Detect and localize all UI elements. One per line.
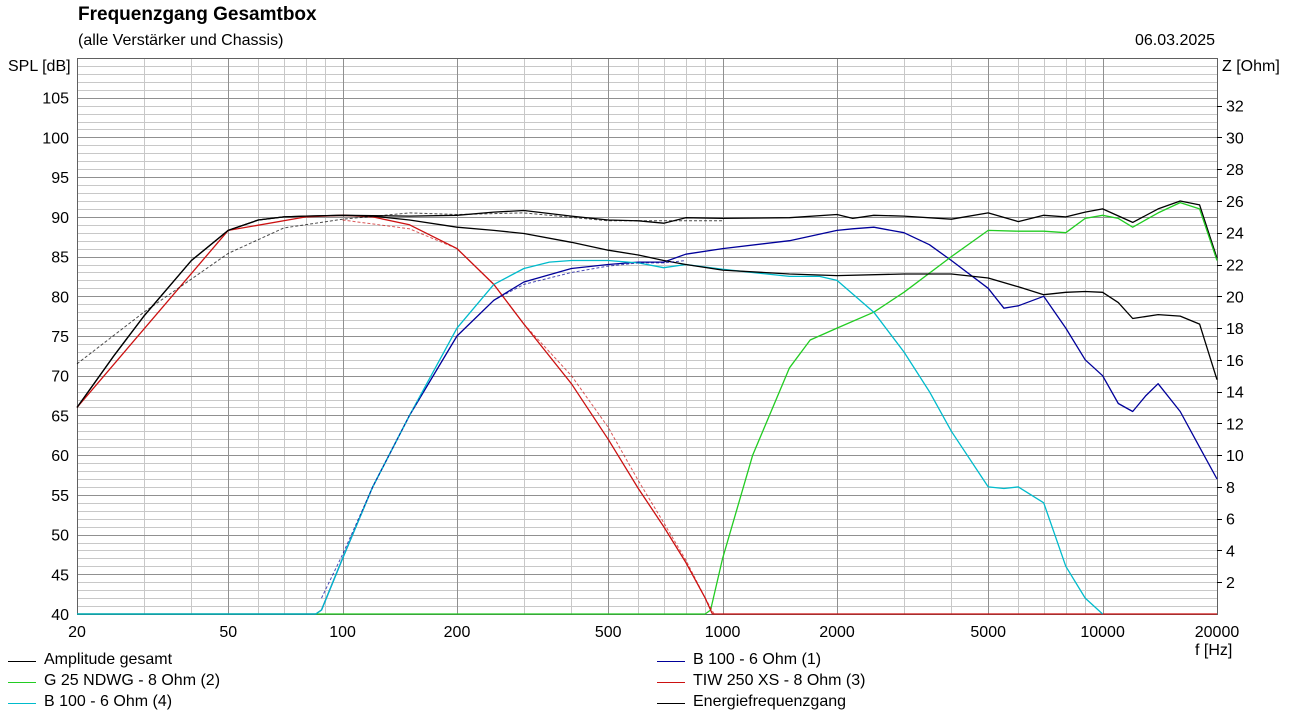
y2-axis-label: Z [Ohm] [1222, 58, 1280, 75]
series-line-3 [77, 201, 1218, 615]
x-tick-label: 50 [219, 624, 237, 641]
x-axis-label: f [Hz] [1195, 642, 1233, 659]
legend-label: Energiefrequenzgang [693, 693, 847, 710]
y2-tick-label: 24 [1226, 226, 1244, 243]
legend-swatch [657, 682, 685, 683]
y2-tick-label: 6 [1226, 512, 1235, 529]
x-tick-label: 200 [444, 624, 471, 641]
legend-label: G 25 NDWG - 8 Ohm (2) [44, 672, 221, 689]
y-tick-label: 60 [51, 448, 69, 465]
y2-tick-label: 10 [1226, 448, 1244, 465]
series-line-4 [76, 214, 1217, 615]
y2-tick-label: 22 [1226, 258, 1244, 275]
y2-tick-label: 4 [1226, 543, 1235, 560]
y2-tick-label: 8 [1226, 480, 1235, 497]
legend-label: Amplitude gesamt [44, 651, 173, 668]
reference-curve-line [76, 212, 723, 365]
y-tick-label: 50 [51, 528, 69, 545]
x-tick-label: 1000 [705, 624, 741, 641]
x-tick-label: 20 [68, 624, 86, 641]
legend-swatch [8, 703, 36, 704]
y-tick-label: 55 [51, 488, 69, 505]
x-tick-label: 100 [329, 624, 356, 641]
reference-curve-line [342, 219, 715, 615]
y2-tick-label: 12 [1226, 416, 1244, 433]
y-tick-label: 70 [51, 369, 69, 386]
y-tick-label: 80 [51, 289, 69, 306]
series-line-6 [76, 214, 1218, 408]
chart-title: Frequenzgang Gesamtbox [78, 4, 317, 25]
legend-swatch [657, 703, 685, 704]
y-tick-label: 105 [42, 91, 69, 108]
y-tick-label: 95 [51, 170, 69, 187]
y2-tick-label: 18 [1226, 321, 1244, 338]
y-tick-label: 45 [51, 567, 69, 584]
y2-tick-label: 28 [1226, 162, 1244, 179]
y2-tick-label: 32 [1226, 99, 1244, 116]
legend-swatch [8, 661, 36, 662]
y-tick-label: 75 [51, 329, 69, 346]
series-line-2 [77, 226, 1218, 615]
x-tick-label: 10000 [1080, 624, 1125, 641]
reference-curve-line [321, 260, 686, 599]
chart-date: 06.03.2025 [1135, 32, 1216, 49]
y2-tick-label: 30 [1226, 130, 1244, 147]
major-grid [77, 58, 1218, 615]
y2-tick-label: 20 [1226, 289, 1244, 306]
y-tick-label: 100 [42, 130, 69, 147]
x-tick-label: 2000 [819, 624, 855, 641]
chart-subtitle: (alle Verstärker und Chassis) [78, 32, 284, 49]
series-line-5 [77, 259, 1104, 615]
x-tick-label: 5000 [970, 624, 1006, 641]
legend-swatch [657, 661, 685, 662]
y2-tick-label: 26 [1226, 194, 1244, 211]
x-tick-label: 20000 [1195, 624, 1240, 641]
legend-label: TIW 250 XS - 8 Ohm (3) [693, 672, 866, 689]
y-tick-label: 65 [51, 408, 69, 425]
legend-label: B 100 - 6 Ohm (4) [44, 693, 173, 710]
y-tick-label: 85 [51, 250, 69, 267]
y-tick-label: 90 [51, 210, 69, 227]
y2-tick-label: 16 [1226, 353, 1244, 370]
y-axis-label: SPL [dB] [8, 58, 71, 75]
legend-label: B 100 - 6 Ohm (1) [693, 651, 822, 668]
y2-tick-label: 2 [1226, 575, 1235, 592]
y2-tick-label: 14 [1226, 385, 1244, 402]
legend-swatch [8, 682, 36, 683]
x-tick-label: 500 [595, 624, 622, 641]
y-tick-label: 40 [51, 607, 69, 624]
